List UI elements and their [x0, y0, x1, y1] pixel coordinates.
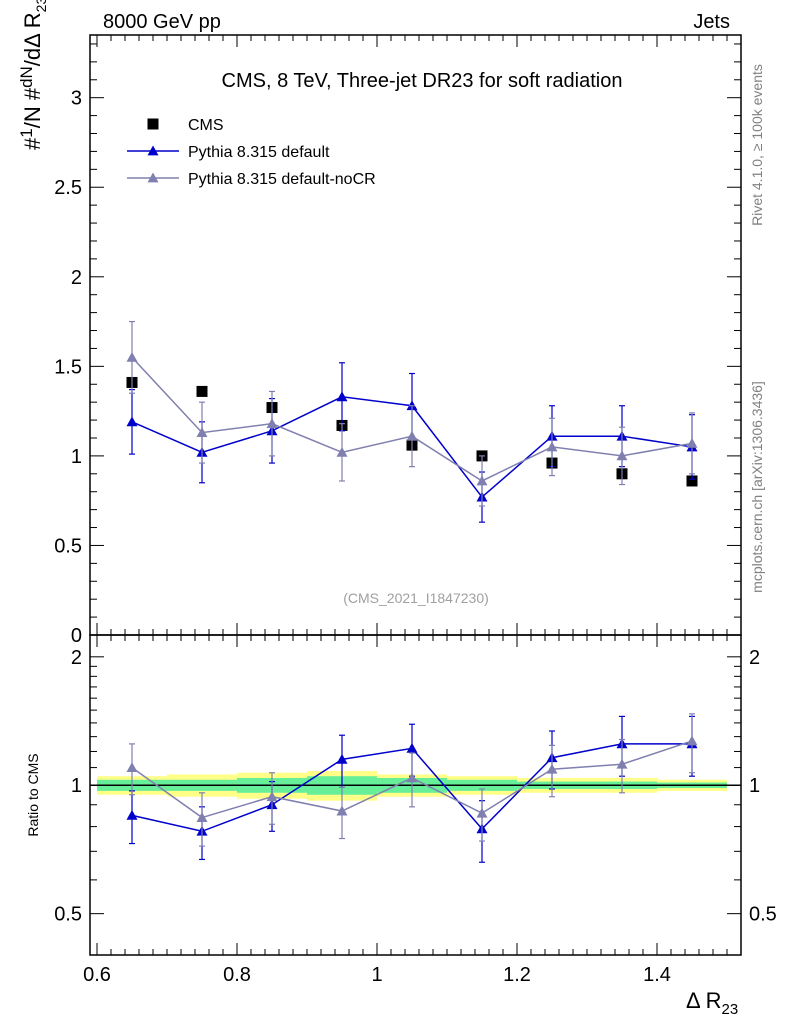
ratio-point-pythia-8.315-default-nocr: [336, 805, 348, 816]
x-axis-label: Δ R23: [686, 988, 738, 1018]
x-tick-label: 0.8: [223, 964, 251, 986]
header-right-label: Jets: [693, 11, 730, 33]
legend: CMS Pythia 8.315 default Pythia 8.315 defa…: [127, 117, 376, 188]
y-tick-label-main: 2: [71, 267, 82, 289]
x-tick-label: 1.2: [503, 964, 531, 986]
y-tick-label-ratio-right: 2: [749, 647, 760, 669]
y-tick-label-ratio-right: 0.5: [749, 904, 777, 926]
data-marks: [126, 320, 698, 863]
header-left-label: 8000 GeV pp: [103, 11, 221, 33]
y-tick-label-main: 3: [71, 88, 82, 110]
main-y-axis-label: #1/N #dN/dΔ R23: [17, 0, 49, 150]
legend-marker-triangle: [147, 145, 159, 156]
legend-label: CMS: [188, 117, 224, 134]
legend-label: Pythia 8.315 default-noCR: [188, 171, 376, 188]
main-point-pythia-8.315-default-nocr: [476, 475, 488, 486]
ratio-point-pythia-8.315-default-nocr: [616, 758, 628, 769]
main-point-cms: [196, 385, 208, 397]
ratio-point-pythia-8.315-default: [336, 753, 348, 764]
legend-label: Pythia 8.315 default: [188, 144, 330, 161]
y-tick-label-ratio: 0.5: [54, 904, 82, 926]
y-tick-label-main: 1.5: [54, 356, 82, 378]
y-tick-label-main: 0.5: [54, 535, 82, 557]
ratio-point-pythia-8.315-default-nocr: [686, 735, 698, 746]
analysis-tag: (CMS_2021_I1847230): [343, 590, 489, 606]
main-point-pythia-8.315-default-nocr: [266, 418, 278, 429]
ratio-point-pythia-8.315-default-nocr: [266, 791, 278, 802]
main-point-pythia-8.315-default-nocr: [196, 427, 208, 438]
y-tick-label-ratio-right: 1: [749, 775, 760, 797]
main-point-pythia-8.315-default: [126, 416, 138, 427]
y-tick-label-main: 1: [71, 446, 82, 468]
main-point-pythia-8.315-default-nocr: [126, 351, 138, 362]
ratio-point-pythia-8.315-default: [126, 809, 138, 820]
ratio-point-pythia-8.315-default-nocr: [546, 763, 558, 774]
ratio-panel-frame: [89, 634, 742, 956]
axes-ticks: 0.6 0.8 1 1.2 1.4 0 0.5 1 1.5 2 2.5 3 0.5 0.5 1 1 2 2: [54, 35, 777, 986]
ratio-point-pythia-8.315-default-nocr: [196, 812, 208, 822]
ratio-point-pythia-8.315-default-nocr: [476, 807, 488, 818]
main-point-pythia-8.315-default: [336, 391, 348, 402]
y-tick-label-ratio: 2: [71, 647, 82, 669]
main-point-pythia-8.315-default-nocr: [546, 441, 558, 452]
main-point-cms: [686, 475, 698, 487]
x-tick-label: 1: [371, 964, 382, 986]
ratio-y-axis-label: Ratio to CMS: [25, 753, 41, 836]
y-tick-label-main: 0: [71, 625, 82, 647]
mcplots-label: mcplots.cern.ch [arXiv:1306.3436]: [749, 381, 765, 593]
ratio-point-pythia-8.315-default: [406, 742, 418, 753]
main-point-pythia-8.315-default-nocr: [686, 437, 698, 448]
ratio-uncertainty-bands: [90, 770, 741, 801]
legend-marker-cms: [147, 118, 159, 130]
chart-title: CMS, 8 TeV, Three-jet DR23 for soft radi…: [222, 70, 623, 92]
y-tick-label-main: 2.5: [54, 177, 82, 199]
x-tick-label: 1.4: [643, 964, 671, 986]
main-point-pythia-8.315-default-nocr: [406, 430, 418, 441]
main-point-pythia-8.315-default-nocr: [616, 450, 628, 461]
ratio-point-pythia-8.315-default-nocr: [126, 762, 138, 772]
ratio-point-pythia-8.315-default-nocr: [406, 772, 418, 783]
main-point-pythia-8.315-default-nocr: [336, 446, 348, 457]
y-axis-title: #1/N #dN/dΔ R23: [17, 0, 49, 150]
legend-marker-triangle: [147, 172, 159, 183]
x-tick-label: 0.6: [83, 964, 111, 986]
y-tick-label-ratio: 1: [71, 775, 82, 797]
rivet-label: Rivet 4.1.0, ≥ 100k events: [749, 64, 765, 226]
